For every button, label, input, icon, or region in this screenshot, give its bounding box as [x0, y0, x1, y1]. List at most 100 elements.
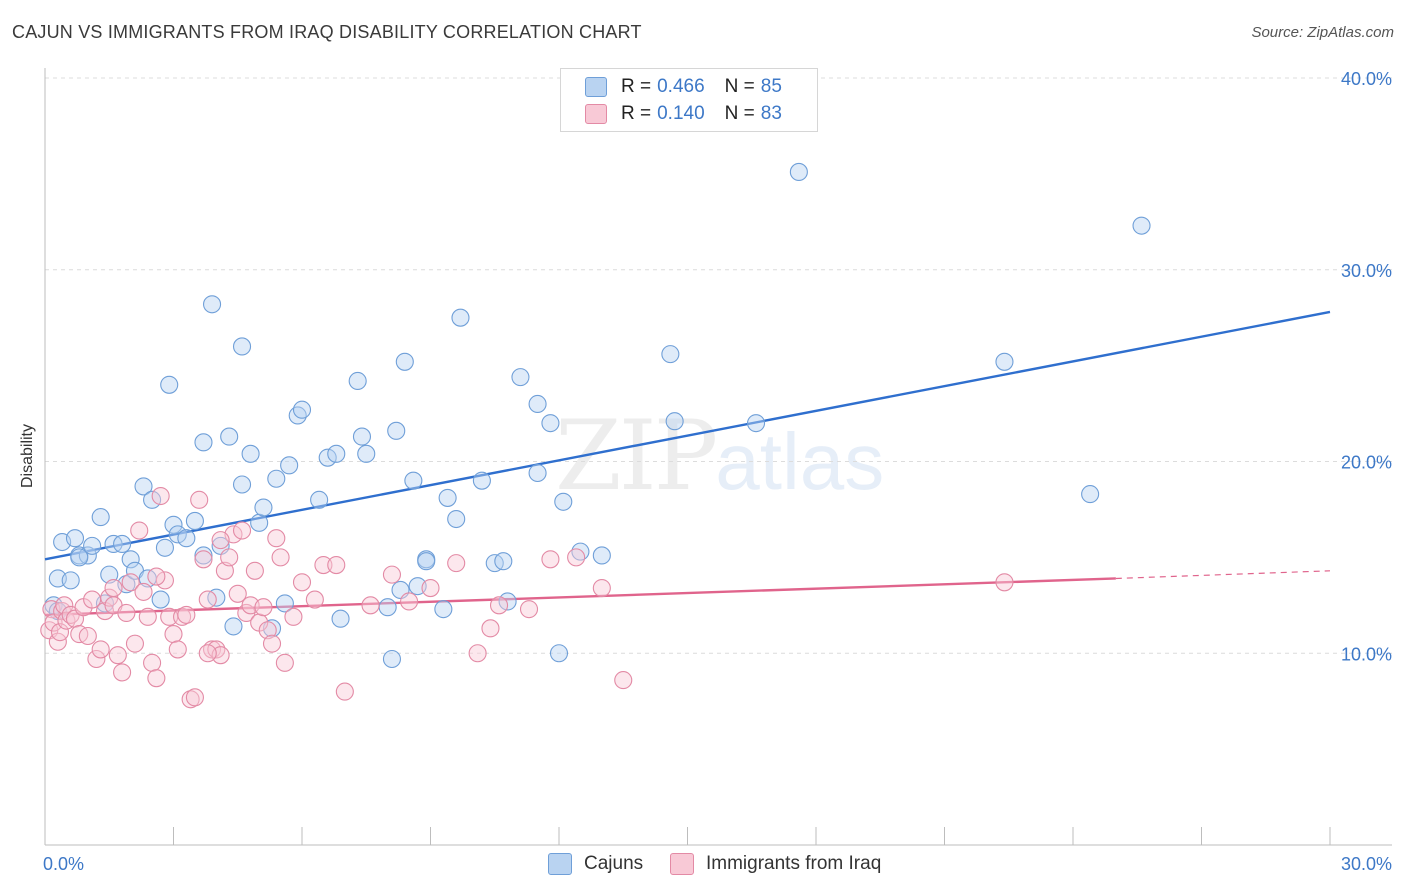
point-cajuns — [121, 550, 140, 569]
bottom-legend-label-iraq: Immigrants from Iraq — [706, 853, 882, 874]
point-iraq — [198, 590, 217, 609]
point-cajuns — [100, 565, 119, 584]
point-iraq — [164, 625, 183, 644]
legend-row-cajuns: R = 0.466 N = 85 — [585, 74, 788, 100]
point-iraq — [151, 486, 170, 506]
point-cajuns — [194, 546, 213, 565]
point-cajuns — [280, 456, 299, 475]
point-iraq — [228, 584, 247, 603]
point-iraq — [147, 567, 166, 586]
point-iraq — [125, 634, 144, 653]
point-cajuns — [203, 295, 222, 314]
point-cajuns — [70, 548, 89, 567]
point-iraq — [245, 561, 264, 580]
point-iraq — [335, 682, 354, 701]
point-iraq — [421, 579, 440, 598]
point-cajuns — [494, 552, 513, 571]
point-iraq — [194, 550, 213, 569]
point-iraq — [567, 548, 586, 567]
point-cajuns — [541, 414, 560, 433]
trend-line-iraq — [44, 577, 1116, 617]
point-cajuns — [592, 546, 611, 565]
point-iraq — [211, 531, 230, 550]
legend-swatch-iraq — [585, 104, 607, 124]
point-cajuns — [143, 490, 162, 509]
point-cajuns — [292, 400, 312, 419]
trend-line-iraq-extension — [1115, 570, 1331, 580]
point-cajuns — [224, 617, 243, 636]
point-iraq — [185, 688, 204, 707]
point-cajuns — [327, 444, 346, 463]
point-iraq — [55, 596, 74, 615]
point-cajuns — [511, 368, 530, 387]
point-cajuns — [554, 492, 573, 511]
point-cajuns — [232, 337, 252, 356]
point-cajuns — [254, 498, 273, 517]
legend-swatch-cajuns — [585, 77, 607, 97]
point-cajuns — [1081, 485, 1100, 504]
legend-n-value: 83 — [760, 103, 782, 124]
legend-n-label: N = — [724, 103, 755, 124]
point-cajuns — [382, 649, 402, 669]
point-iraq — [382, 565, 402, 584]
point-iraq — [400, 592, 419, 611]
point-cajuns — [250, 513, 269, 532]
point-cajuns — [665, 412, 684, 431]
point-iraq — [232, 521, 252, 540]
point-iraq — [215, 561, 234, 580]
point-iraq — [614, 671, 633, 690]
y-tick-label: 10.0% — [1341, 644, 1392, 664]
bottom-legend-swatch-iraq — [670, 853, 694, 875]
bottom-legend-label-cajuns: Cajuns — [584, 853, 644, 874]
point-cajuns — [438, 488, 457, 507]
point-cajuns — [417, 552, 436, 571]
point-cajuns — [348, 371, 367, 391]
point-iraq — [314, 555, 333, 575]
point-cajuns — [995, 352, 1014, 371]
point-cajuns — [447, 509, 466, 529]
y-tick-label: 20.0% — [1341, 453, 1392, 473]
point-iraq — [190, 490, 209, 509]
point-cajuns — [151, 590, 170, 609]
point-iraq — [147, 669, 166, 688]
point-cajuns — [434, 600, 453, 619]
point-iraq — [262, 634, 282, 653]
y-tick-label: 40.0% — [1341, 69, 1392, 89]
point-iraq — [134, 582, 153, 601]
legend-n-label: N = — [724, 76, 755, 97]
point-iraq — [592, 579, 611, 598]
point-cajuns — [83, 536, 102, 555]
legend-n-value: 85 — [760, 76, 782, 97]
point-iraq — [284, 607, 303, 626]
point-iraq — [220, 548, 239, 567]
point-cajuns — [528, 394, 547, 414]
point-cajuns — [404, 471, 423, 490]
point-iraq — [481, 619, 500, 638]
point-cajuns — [61, 571, 80, 590]
point-iraq — [327, 555, 346, 575]
bottom-legend-iraq[interactable]: Immigrants from Iraq — [670, 851, 881, 877]
point-iraq — [108, 646, 127, 665]
point-cajuns — [177, 529, 196, 548]
point-cajuns — [160, 375, 179, 394]
point-cajuns — [232, 475, 252, 494]
point-iraq — [519, 600, 539, 619]
point-cajuns — [164, 515, 183, 534]
stats-legend: R = 0.466 N = 85 R = 0.140 N = 83 — [560, 68, 818, 132]
point-iraq — [267, 529, 286, 548]
point-iraq — [91, 640, 110, 659]
point-cajuns — [352, 427, 372, 446]
bottom-legend-cajuns[interactable]: Cajuns — [548, 851, 643, 877]
point-cajuns — [220, 427, 239, 446]
point-iraq — [468, 644, 487, 663]
point-cajuns — [113, 534, 132, 554]
x-tick-label: 0.0% — [43, 854, 84, 874]
chart-title: CAJUN VS IMMIGRANTS FROM IRAQ DISABILITY… — [12, 22, 642, 42]
point-cajuns — [789, 162, 808, 182]
point-cajuns — [267, 469, 286, 488]
point-cajuns — [357, 444, 376, 463]
legend-r-value: 0.140 — [657, 103, 705, 124]
legend-r-label: R = — [621, 103, 652, 124]
point-iraq — [168, 640, 187, 659]
